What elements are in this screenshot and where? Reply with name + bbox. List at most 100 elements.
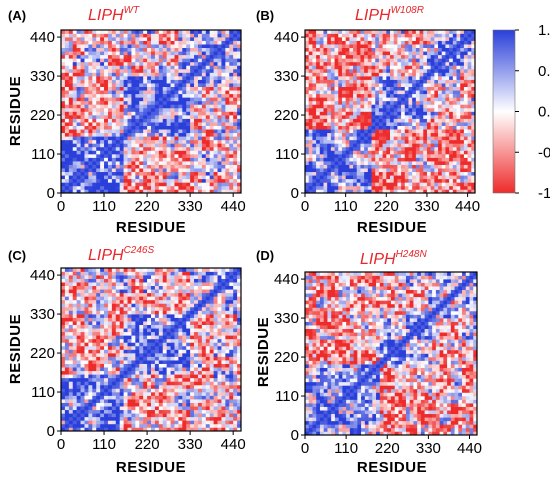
heatmap-cell <box>401 54 406 59</box>
heatmap-cell <box>209 61 214 66</box>
heatmap-cell <box>371 161 376 165</box>
heatmap-cell <box>76 185 81 190</box>
heatmap-cell <box>319 168 324 173</box>
heatmap-cell <box>131 409 136 414</box>
heatmap-cell <box>364 44 369 49</box>
heatmap-cell <box>456 65 461 70</box>
heatmap-cell <box>316 72 321 77</box>
heatmap-cell <box>221 413 226 418</box>
heatmap-cell <box>139 61 144 66</box>
heatmap-cell <box>115 47 120 52</box>
heatmap-cell <box>104 93 109 98</box>
heatmap-cell <box>131 44 136 49</box>
heatmap-cell <box>382 161 387 165</box>
heatmap-cell <box>467 65 472 70</box>
heatmap-cell <box>104 143 109 148</box>
heatmap-cell <box>201 44 207 49</box>
heatmap-cell <box>68 157 74 162</box>
heatmap-cell <box>438 115 443 119</box>
heatmap-cell <box>449 122 454 126</box>
heatmap-cell <box>154 185 160 190</box>
heatmap-cell <box>356 178 361 183</box>
heatmap-cell <box>190 61 195 66</box>
heatmap-cell <box>158 146 164 151</box>
heatmap-cell <box>386 47 391 52</box>
heatmap-cell <box>158 409 164 414</box>
heatmap-cell <box>88 129 93 134</box>
panel-a-xlabel: RESIDUE <box>116 219 186 236</box>
heatmap-cell <box>415 83 420 87</box>
heatmap-cell <box>237 388 242 393</box>
heatmap-cell <box>423 76 428 80</box>
heatmap-cell <box>72 86 77 91</box>
heatmap-cell <box>360 100 365 105</box>
heatmap-cell <box>330 143 335 148</box>
heatmap-cell <box>375 51 380 56</box>
heatmap-cell <box>182 58 187 63</box>
heatmap-cell <box>107 86 113 91</box>
heatmap-cell <box>401 44 406 49</box>
heatmap-cell <box>76 189 81 194</box>
heatmap-cell <box>154 30 160 34</box>
heatmap-cell <box>111 47 117 52</box>
heatmap-cell <box>408 164 413 169</box>
heatmap-cell <box>375 175 380 180</box>
heatmap-cell <box>213 111 218 116</box>
heatmap-cell <box>229 136 234 141</box>
heatmap-cell <box>229 68 234 73</box>
heatmap-cell <box>115 420 120 425</box>
heatmap-cell <box>449 115 454 119</box>
heatmap-cell <box>88 402 93 407</box>
heatmap-cell <box>456 143 461 148</box>
heatmap-cell <box>441 93 446 98</box>
heatmap-cell <box>397 157 402 162</box>
heatmap-cell <box>127 392 132 396</box>
heatmap-cell <box>123 58 128 63</box>
heatmap-cell <box>100 402 105 407</box>
heatmap-cell <box>104 395 109 400</box>
heatmap-cell <box>194 79 199 84</box>
heatmap-cell <box>233 72 238 77</box>
heatmap-cell <box>423 30 428 34</box>
heatmap-cell <box>96 178 101 183</box>
heatmap-cell <box>194 185 199 190</box>
heatmap-cell <box>456 58 461 63</box>
heatmap-cell <box>182 381 187 386</box>
heatmap-cell <box>460 143 465 148</box>
heatmap-cell <box>201 154 207 158</box>
heatmap-cell <box>434 104 439 109</box>
heatmap-cell <box>209 185 214 190</box>
heatmap-cell <box>221 97 226 102</box>
heatmap-cell <box>397 161 402 165</box>
heatmap-cell <box>143 51 148 56</box>
heatmap-cell <box>367 72 372 77</box>
heatmap-cell <box>323 100 328 105</box>
heatmap-cell <box>308 104 313 109</box>
heatmap-cell <box>135 76 140 80</box>
heatmap-cell <box>178 111 183 116</box>
heatmap-cell <box>426 161 431 165</box>
heatmap-cell <box>170 182 175 187</box>
heatmap-cell <box>61 409 66 414</box>
heatmap-cell <box>401 115 406 119</box>
heatmap-cell <box>107 146 113 151</box>
heatmap-cell <box>190 37 195 41</box>
heatmap-cell <box>92 392 97 396</box>
heatmap-cell <box>162 111 167 116</box>
heatmap-cell <box>158 83 164 87</box>
heatmap-cell <box>345 79 350 84</box>
heatmap-cell <box>72 115 77 119</box>
heatmap-cell <box>353 178 358 183</box>
heatmap-cell <box>334 83 339 87</box>
heatmap-cell <box>434 90 439 95</box>
heatmap-cell <box>390 136 394 141</box>
heatmap-cell <box>147 395 152 400</box>
heatmap-cell <box>178 377 183 382</box>
heatmap-cell <box>360 154 365 158</box>
heatmap-cell <box>330 157 335 162</box>
panel-c-heatmap <box>61 268 242 432</box>
heatmap-cell <box>147 406 152 411</box>
heatmap-cell <box>386 154 391 158</box>
heatmap-cell <box>449 146 454 151</box>
heatmap-cell <box>467 139 472 144</box>
